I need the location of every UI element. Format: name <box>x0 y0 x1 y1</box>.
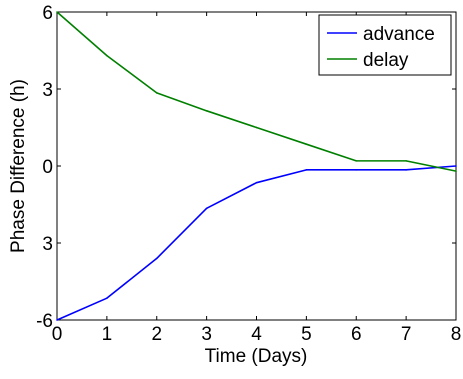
data-point-advance <box>155 257 158 260</box>
x-tick-label: 0 <box>52 324 63 345</box>
x-axis-label: Time (Days) <box>205 346 308 367</box>
legend: advance delay <box>318 14 452 76</box>
data-point-delay <box>255 126 258 129</box>
data-point-delay <box>455 170 457 172</box>
data-point-delay <box>305 143 308 145</box>
data-point-advance <box>255 181 258 184</box>
y-tick-labels: -6 3 0 3 6 <box>36 3 53 332</box>
data-point-delay <box>56 11 58 13</box>
x-tick-label: 2 <box>151 324 162 345</box>
x-tick-label: 7 <box>401 324 412 345</box>
data-point-delay <box>155 92 158 94</box>
data-point-advance <box>205 207 208 210</box>
x-tick-label: 5 <box>301 324 312 345</box>
series-layer <box>56 11 457 321</box>
data-point-delay <box>205 110 208 112</box>
y-tick-label: 3 <box>42 80 53 101</box>
y-tick-label: -6 <box>36 311 53 332</box>
x-tick-label: 1 <box>102 324 113 345</box>
y-axis-label: Phase Difference (h) <box>8 79 29 253</box>
data-point-delay <box>355 160 358 162</box>
x-tick-label: 3 <box>201 324 212 345</box>
data-point-advance <box>455 165 457 167</box>
data-point-advance <box>405 169 407 171</box>
data-point-delay <box>405 160 407 162</box>
y-tick-label: 0 <box>42 157 53 178</box>
x-tick-label: 4 <box>251 324 262 345</box>
legend-box <box>318 14 452 76</box>
x-tick-labels: 0 1 2 3 4 5 6 7 8 <box>52 324 462 345</box>
data-point-advance <box>56 319 58 321</box>
data-point-delay <box>106 54 108 57</box>
x-tick-label: 6 <box>351 324 362 345</box>
y-tick-label: 3 <box>42 234 53 255</box>
y-tick-label: 6 <box>42 3 53 24</box>
data-point-advance <box>305 169 308 171</box>
data-point-advance <box>106 297 108 299</box>
data-point-advance <box>355 169 358 171</box>
legend-label-advance: advance <box>363 24 435 45</box>
x-tick-label: 8 <box>451 324 462 345</box>
axis-ticks <box>56 11 457 321</box>
legend-label-delay: delay <box>363 50 409 71</box>
